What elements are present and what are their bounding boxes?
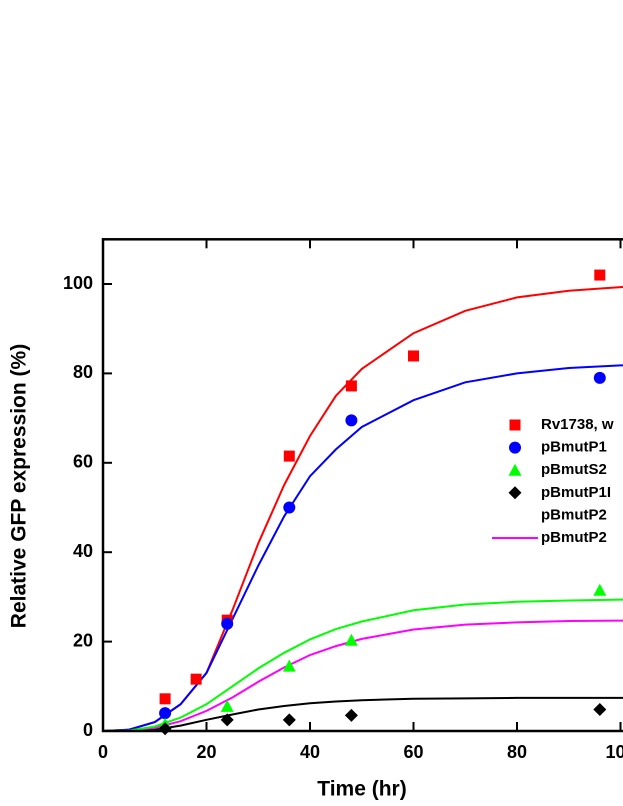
data-point bbox=[190, 673, 202, 685]
legend-label: pBmutP1I bbox=[541, 484, 611, 501]
data-point bbox=[283, 450, 295, 462]
legend-label: pBmutP2 bbox=[541, 529, 607, 546]
y-tick-label: 40 bbox=[73, 541, 93, 561]
data-point bbox=[220, 713, 234, 727]
fit-curve bbox=[102, 598, 623, 732]
data-point bbox=[593, 703, 607, 717]
legend-label: Rv1738, w bbox=[541, 416, 614, 433]
fit-curve bbox=[103, 696, 623, 732]
x-tick-label: 0 bbox=[98, 742, 108, 762]
y-tick-label: 0 bbox=[83, 720, 93, 740]
plot-frame bbox=[101, 238, 623, 733]
legend-marker bbox=[509, 419, 521, 431]
y-axis-label: Relative GFP expression (%) bbox=[8, 344, 31, 628]
x-tick-label: 80 bbox=[507, 742, 527, 762]
data-point bbox=[593, 583, 607, 596]
data-point bbox=[282, 713, 296, 727]
legend-marker bbox=[508, 463, 522, 476]
data-point bbox=[221, 617, 234, 630]
legend-marker bbox=[508, 486, 522, 500]
data-point bbox=[220, 699, 234, 712]
data-point bbox=[345, 414, 358, 427]
data-point bbox=[159, 693, 171, 705]
data-point bbox=[344, 708, 358, 722]
data-point bbox=[283, 501, 296, 514]
x-tick-label: 40 bbox=[300, 742, 320, 762]
x-tick-label: 100 bbox=[605, 742, 623, 762]
y-tick-label: 80 bbox=[73, 362, 93, 382]
data-point bbox=[593, 371, 606, 384]
x-tick-label: 20 bbox=[196, 742, 216, 762]
y-tick-label: 60 bbox=[73, 452, 93, 472]
data-point bbox=[344, 633, 358, 646]
fit-curve bbox=[102, 364, 623, 732]
data-point bbox=[594, 269, 606, 281]
data-point bbox=[158, 722, 172, 736]
fit-curve bbox=[102, 619, 623, 732]
y-tick-label: 100 bbox=[63, 273, 93, 293]
legend-label: pBmutP2 bbox=[541, 506, 607, 523]
data-point bbox=[159, 707, 172, 720]
data-point bbox=[282, 659, 296, 672]
legend-marker bbox=[509, 441, 521, 454]
x-axis-label: Time (hr) bbox=[317, 778, 406, 801]
x-tick-label: 60 bbox=[403, 742, 423, 762]
data-point bbox=[345, 380, 357, 392]
legend-label: pBmutS2 bbox=[541, 461, 607, 478]
y-tick-label: 20 bbox=[73, 630, 93, 650]
data-point bbox=[408, 350, 419, 362]
legend-label: pBmutP1 bbox=[541, 439, 607, 456]
